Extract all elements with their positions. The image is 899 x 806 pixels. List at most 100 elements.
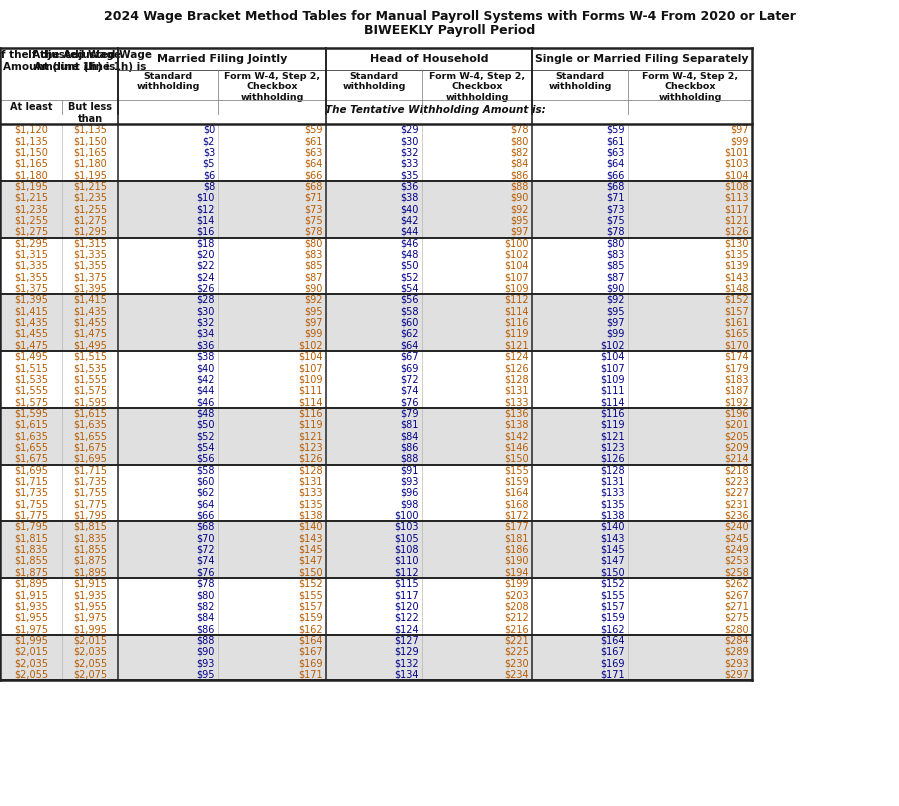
- Bar: [0, 555, 752, 567]
- Text: $10: $10: [197, 193, 215, 203]
- Bar: [0, 521, 752, 533]
- Text: $1,135: $1,135: [14, 136, 48, 146]
- Text: $1,455: $1,455: [14, 329, 48, 339]
- Text: $2,075: $2,075: [73, 670, 107, 679]
- Text: $95: $95: [607, 306, 625, 316]
- Text: $2,035: $2,035: [14, 659, 48, 668]
- Text: $0: $0: [203, 125, 215, 135]
- Text: $32: $32: [400, 147, 419, 157]
- Text: $117: $117: [395, 590, 419, 600]
- Text: $1,915: $1,915: [14, 590, 48, 600]
- Text: $90: $90: [197, 646, 215, 657]
- Bar: [0, 283, 752, 294]
- Text: $107: $107: [601, 363, 625, 373]
- Text: $24: $24: [197, 272, 215, 282]
- Text: $1,715: $1,715: [73, 465, 107, 476]
- Bar: [0, 147, 752, 158]
- Text: $86: $86: [401, 442, 419, 452]
- Text: $116: $116: [298, 409, 323, 418]
- Bar: [0, 169, 752, 181]
- Text: $145: $145: [298, 545, 323, 555]
- Text: $1,615: $1,615: [14, 420, 48, 430]
- Text: $126: $126: [504, 363, 529, 373]
- Text: $150: $150: [601, 567, 625, 577]
- Text: $214: $214: [725, 454, 749, 463]
- Text: $58: $58: [197, 465, 215, 476]
- Text: $155: $155: [298, 590, 323, 600]
- Text: $179: $179: [725, 363, 749, 373]
- Bar: [0, 612, 752, 623]
- Text: $114: $114: [298, 397, 323, 407]
- Text: $262: $262: [725, 579, 749, 588]
- Bar: [0, 260, 752, 272]
- Text: $143: $143: [601, 534, 625, 543]
- Text: $157: $157: [601, 601, 625, 612]
- Text: $80: $80: [305, 239, 323, 248]
- Text: $30: $30: [401, 136, 419, 146]
- Text: $240: $240: [725, 522, 749, 532]
- Text: $128: $128: [601, 465, 625, 476]
- Text: $157: $157: [725, 306, 749, 316]
- Text: $1,315: $1,315: [14, 250, 48, 260]
- Text: $1,735: $1,735: [73, 476, 107, 487]
- Text: $1,675: $1,675: [73, 442, 107, 452]
- Text: $78: $78: [197, 579, 215, 588]
- Text: $113: $113: [725, 193, 749, 203]
- Text: $56: $56: [197, 454, 215, 463]
- Text: $99: $99: [305, 329, 323, 339]
- Text: $63: $63: [607, 147, 625, 157]
- Text: $1,915: $1,915: [73, 579, 107, 588]
- Text: $12: $12: [197, 204, 215, 214]
- Text: $95: $95: [197, 670, 215, 679]
- Text: $95: $95: [511, 215, 529, 226]
- Text: $112: $112: [395, 567, 419, 577]
- Text: $30: $30: [197, 306, 215, 316]
- Text: $119: $119: [504, 329, 529, 339]
- Text: $143: $143: [725, 272, 749, 282]
- Text: $1,255: $1,255: [14, 215, 48, 226]
- Bar: [0, 600, 752, 612]
- Text: $69: $69: [401, 363, 419, 373]
- Text: $63: $63: [305, 147, 323, 157]
- Text: $1,975: $1,975: [14, 624, 48, 634]
- Text: $99: $99: [731, 136, 749, 146]
- Text: $1,275: $1,275: [14, 226, 48, 237]
- Text: Head of Household: Head of Household: [369, 54, 488, 64]
- Text: Standard
withholding: Standard withholding: [343, 72, 405, 91]
- Bar: [0, 442, 752, 453]
- Text: $186: $186: [504, 545, 529, 555]
- Text: $126: $126: [298, 454, 323, 463]
- Bar: [0, 215, 752, 226]
- Text: $1,315: $1,315: [73, 239, 107, 248]
- Text: $1,635: $1,635: [73, 420, 107, 430]
- Text: $147: $147: [298, 556, 323, 566]
- Bar: [0, 487, 752, 499]
- Text: $109: $109: [504, 284, 529, 293]
- Text: $86: $86: [511, 170, 529, 180]
- Text: $181: $181: [504, 534, 529, 543]
- Text: $1,120: $1,120: [14, 125, 48, 135]
- Text: $50: $50: [400, 261, 419, 271]
- Text: $42: $42: [400, 215, 419, 226]
- Text: $1,255: $1,255: [73, 204, 107, 214]
- Text: $87: $87: [607, 272, 625, 282]
- Text: $20: $20: [197, 250, 215, 260]
- Text: $29: $29: [400, 125, 419, 135]
- Text: $293: $293: [725, 659, 749, 668]
- Text: $101: $101: [725, 147, 749, 157]
- Text: $100: $100: [395, 510, 419, 521]
- Text: $152: $152: [298, 579, 323, 588]
- Text: $80: $80: [511, 136, 529, 146]
- Text: $143: $143: [298, 534, 323, 543]
- Text: $54: $54: [197, 442, 215, 452]
- Text: $167: $167: [298, 646, 323, 657]
- Text: $157: $157: [298, 601, 323, 612]
- Text: $162: $162: [298, 624, 323, 634]
- Text: $253: $253: [725, 556, 749, 566]
- Text: $280: $280: [725, 624, 749, 634]
- Text: $66: $66: [607, 170, 625, 180]
- Text: $159: $159: [298, 613, 323, 623]
- Text: $1,215: $1,215: [73, 181, 107, 191]
- Text: $97: $97: [511, 226, 529, 237]
- Text: $1,575: $1,575: [14, 397, 48, 407]
